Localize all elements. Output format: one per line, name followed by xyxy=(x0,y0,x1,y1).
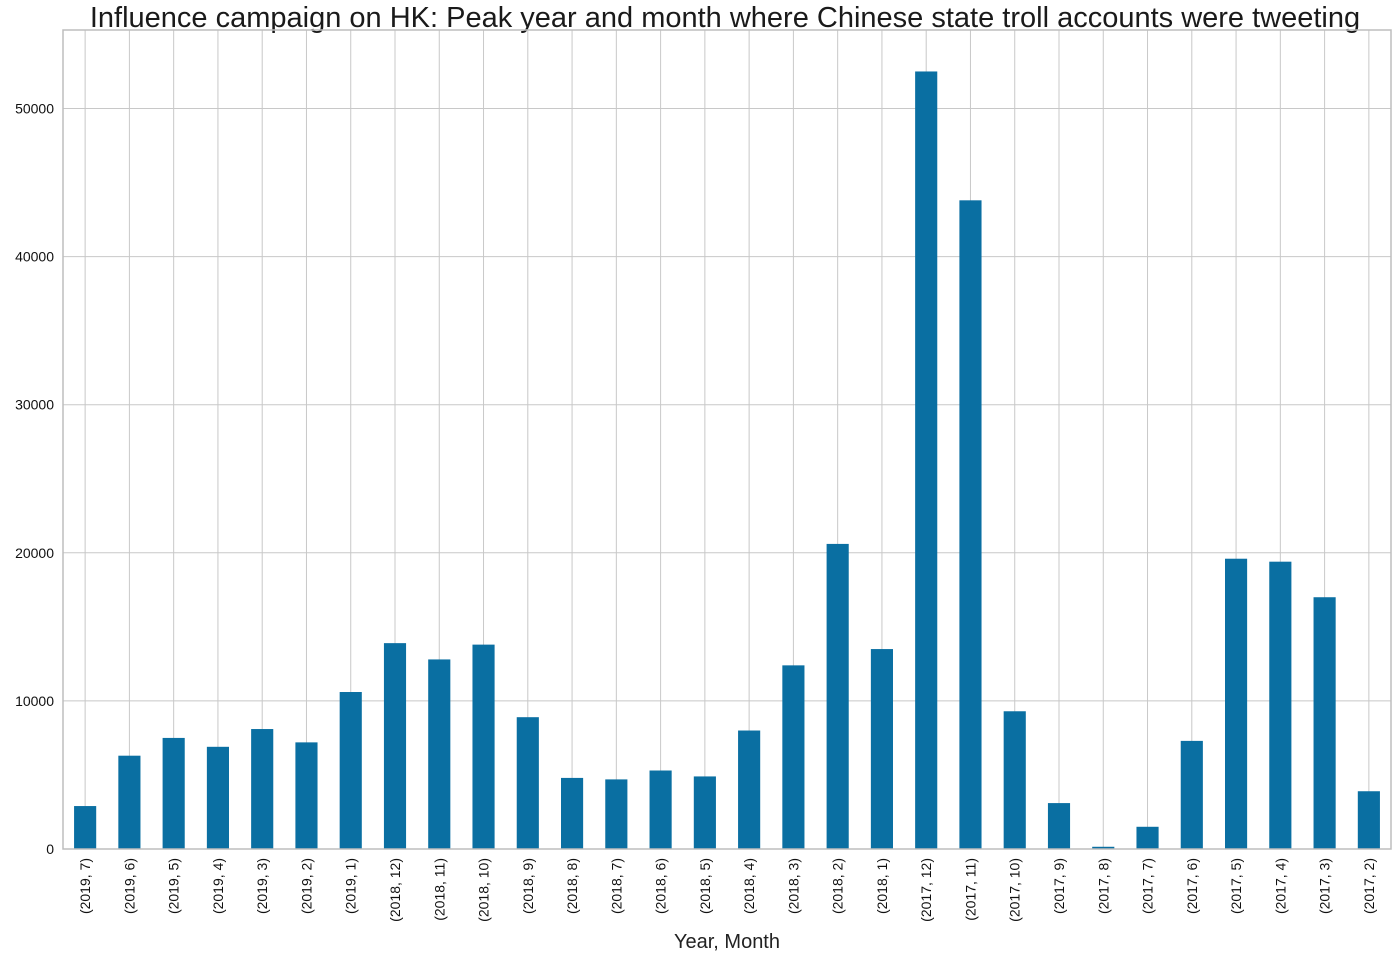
x-tick-label: (2017, 12) xyxy=(918,858,934,922)
bar xyxy=(516,717,539,849)
bar xyxy=(118,755,141,849)
x-tick-label: (2019, 7) xyxy=(77,858,93,914)
bar xyxy=(251,729,274,849)
bar xyxy=(1225,558,1248,849)
x-tick-label: (2017, 2) xyxy=(1361,858,1377,914)
x-tick-label: (2019, 2) xyxy=(298,858,314,914)
y-tick-label: 10000 xyxy=(15,693,54,709)
bar xyxy=(561,777,584,849)
x-tick-label: (2019, 1) xyxy=(343,858,359,914)
bar xyxy=(383,643,407,849)
bar xyxy=(206,746,229,849)
bar xyxy=(1269,561,1292,849)
x-tick-label: (2017, 7) xyxy=(1140,858,1156,914)
y-tick-label: 40000 xyxy=(15,249,54,265)
x-tick-label: (2019, 6) xyxy=(121,858,137,914)
bar xyxy=(1003,711,1026,849)
bar xyxy=(1047,803,1071,849)
bar xyxy=(1136,826,1159,849)
x-tick-label: (2018, 10) xyxy=(476,858,492,922)
x-tick-label: (2017, 6) xyxy=(1184,858,1200,914)
x-tick-label: (2018, 7) xyxy=(608,858,624,914)
x-tick-label: (2017, 9) xyxy=(1051,858,1067,914)
plot-frame xyxy=(62,29,1392,850)
y-axis-ticks: 0 10000 20000 30000 40000 50000 xyxy=(15,100,54,857)
bar xyxy=(915,71,938,849)
x-tick-label: (2017, 3) xyxy=(1317,858,1333,914)
x-tick-label: (2018, 9) xyxy=(520,858,536,914)
x-tick-label: (2018, 11) xyxy=(431,858,447,921)
bar xyxy=(339,692,362,849)
bar xyxy=(605,779,628,849)
bar xyxy=(428,659,451,849)
x-axis-label: Year, Month xyxy=(674,931,780,953)
x-tick-label: (2019, 4) xyxy=(210,858,226,914)
bar xyxy=(826,543,849,849)
y-tick-label: 20000 xyxy=(15,545,54,561)
bars xyxy=(74,71,1380,849)
x-tick-label: (2019, 5) xyxy=(166,858,182,914)
x-tick-label: (2018, 8) xyxy=(564,858,580,914)
x-tick-label: (2017, 10) xyxy=(1007,858,1023,922)
bar xyxy=(74,806,97,849)
grid xyxy=(63,30,1391,850)
x-tick-label: (2019, 3) xyxy=(254,858,270,914)
bar xyxy=(1092,846,1115,849)
bar xyxy=(693,776,716,849)
x-tick-label: (2018, 4) xyxy=(741,858,757,914)
bar xyxy=(162,737,185,849)
bar xyxy=(870,649,893,849)
bar xyxy=(782,665,805,849)
bar xyxy=(295,742,318,849)
bar xyxy=(649,770,672,849)
chart-title: Influence campaign on HK: Peak year and … xyxy=(89,2,1361,34)
x-tick-label: (2018, 12) xyxy=(387,858,403,922)
bar xyxy=(738,730,761,849)
x-tick-label: (2018, 3) xyxy=(785,858,801,914)
x-tick-label: (2018, 5) xyxy=(697,858,713,914)
x-tick-label: (2018, 6) xyxy=(653,858,669,914)
bar xyxy=(1313,597,1336,849)
x-tick-label: (2017, 4) xyxy=(1272,858,1288,914)
x-tick-label: (2017, 5) xyxy=(1228,858,1244,914)
x-axis-ticks: (2019, 7) (2019, 6) (2019, 5) (2019, 4) (201… xyxy=(77,858,1377,922)
y-tick-label: 50000 xyxy=(15,100,54,116)
x-tick-label: (2018, 1) xyxy=(874,858,890,914)
bar xyxy=(1357,791,1380,849)
bar xyxy=(1180,740,1203,849)
bar xyxy=(959,200,982,849)
y-tick-label: 30000 xyxy=(15,397,54,413)
x-tick-label: (2018, 2) xyxy=(830,858,846,914)
bar xyxy=(472,644,495,849)
x-tick-label: (2017, 8) xyxy=(1095,858,1111,914)
y-tick-label: 0 xyxy=(46,841,54,857)
x-tick-label: (2017, 11) xyxy=(962,858,978,921)
